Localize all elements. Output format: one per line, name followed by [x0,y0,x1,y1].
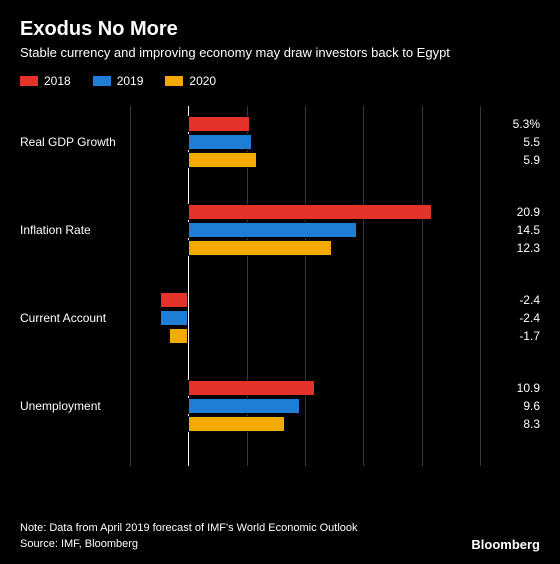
value-label: 14.5 [490,222,540,238]
chart-title: Exodus No More [20,18,540,41]
legend-label: 2019 [117,74,144,88]
source-text: Source: IMF, Bloomberg [20,537,540,552]
bar [188,398,300,414]
bar [188,204,432,220]
legend-item-2020: 2020 [165,74,216,88]
bar [188,380,315,396]
bar [160,292,188,308]
legend-item-2018: 2018 [20,74,71,88]
value-label: 10.9 [490,380,540,396]
legend-label: 2020 [189,74,216,88]
legend-swatch [93,76,111,86]
value-label: -2.4 [490,292,540,308]
category-group: Current Account -2.4 -2.4 -1.7 [20,292,540,344]
chart-area: Real GDP Growth 5.3% 5.5 5.9 Inflation Rate 2… [20,106,540,466]
category-label: Real GDP Growth [20,135,125,149]
chart-container: Exodus No More Stable currency and impro… [0,0,560,564]
bar [188,240,332,256]
legend: 2018 2019 2020 [20,74,540,88]
category-group: Inflation Rate 20.9 14.5 12.3 [20,204,540,256]
legend-swatch [165,76,183,86]
value-label: 20.9 [490,204,540,220]
value-label: 5.3% [490,116,540,132]
value-label: 5.5 [490,134,540,150]
brand-label: Bloomberg [471,537,540,552]
bar [188,134,252,150]
category-group: Unemployment 10.9 9.6 8.3 [20,380,540,432]
value-label: 5.9 [490,152,540,168]
category-label: Unemployment [20,399,125,413]
bar [188,152,257,168]
bar [188,222,357,238]
value-label: 8.3 [490,416,540,432]
bar [160,310,188,326]
category-label: Current Account [20,311,125,325]
legend-label: 2018 [44,74,71,88]
chart-subtitle: Stable currency and improving economy ma… [20,45,540,60]
bar [169,328,189,344]
value-label: -1.7 [490,328,540,344]
category-group: Real GDP Growth 5.3% 5.5 5.9 [20,116,540,168]
value-label: 9.6 [490,398,540,414]
note-text: Note: Data from April 2019 forecast of I… [20,521,540,536]
category-label: Inflation Rate [20,223,125,237]
value-label: -2.4 [490,310,540,326]
bar [188,116,250,132]
value-label: 12.3 [490,240,540,256]
legend-item-2019: 2019 [93,74,144,88]
bar [188,416,285,432]
legend-swatch [20,76,38,86]
chart-footer: Note: Data from April 2019 forecast of I… [20,521,540,552]
